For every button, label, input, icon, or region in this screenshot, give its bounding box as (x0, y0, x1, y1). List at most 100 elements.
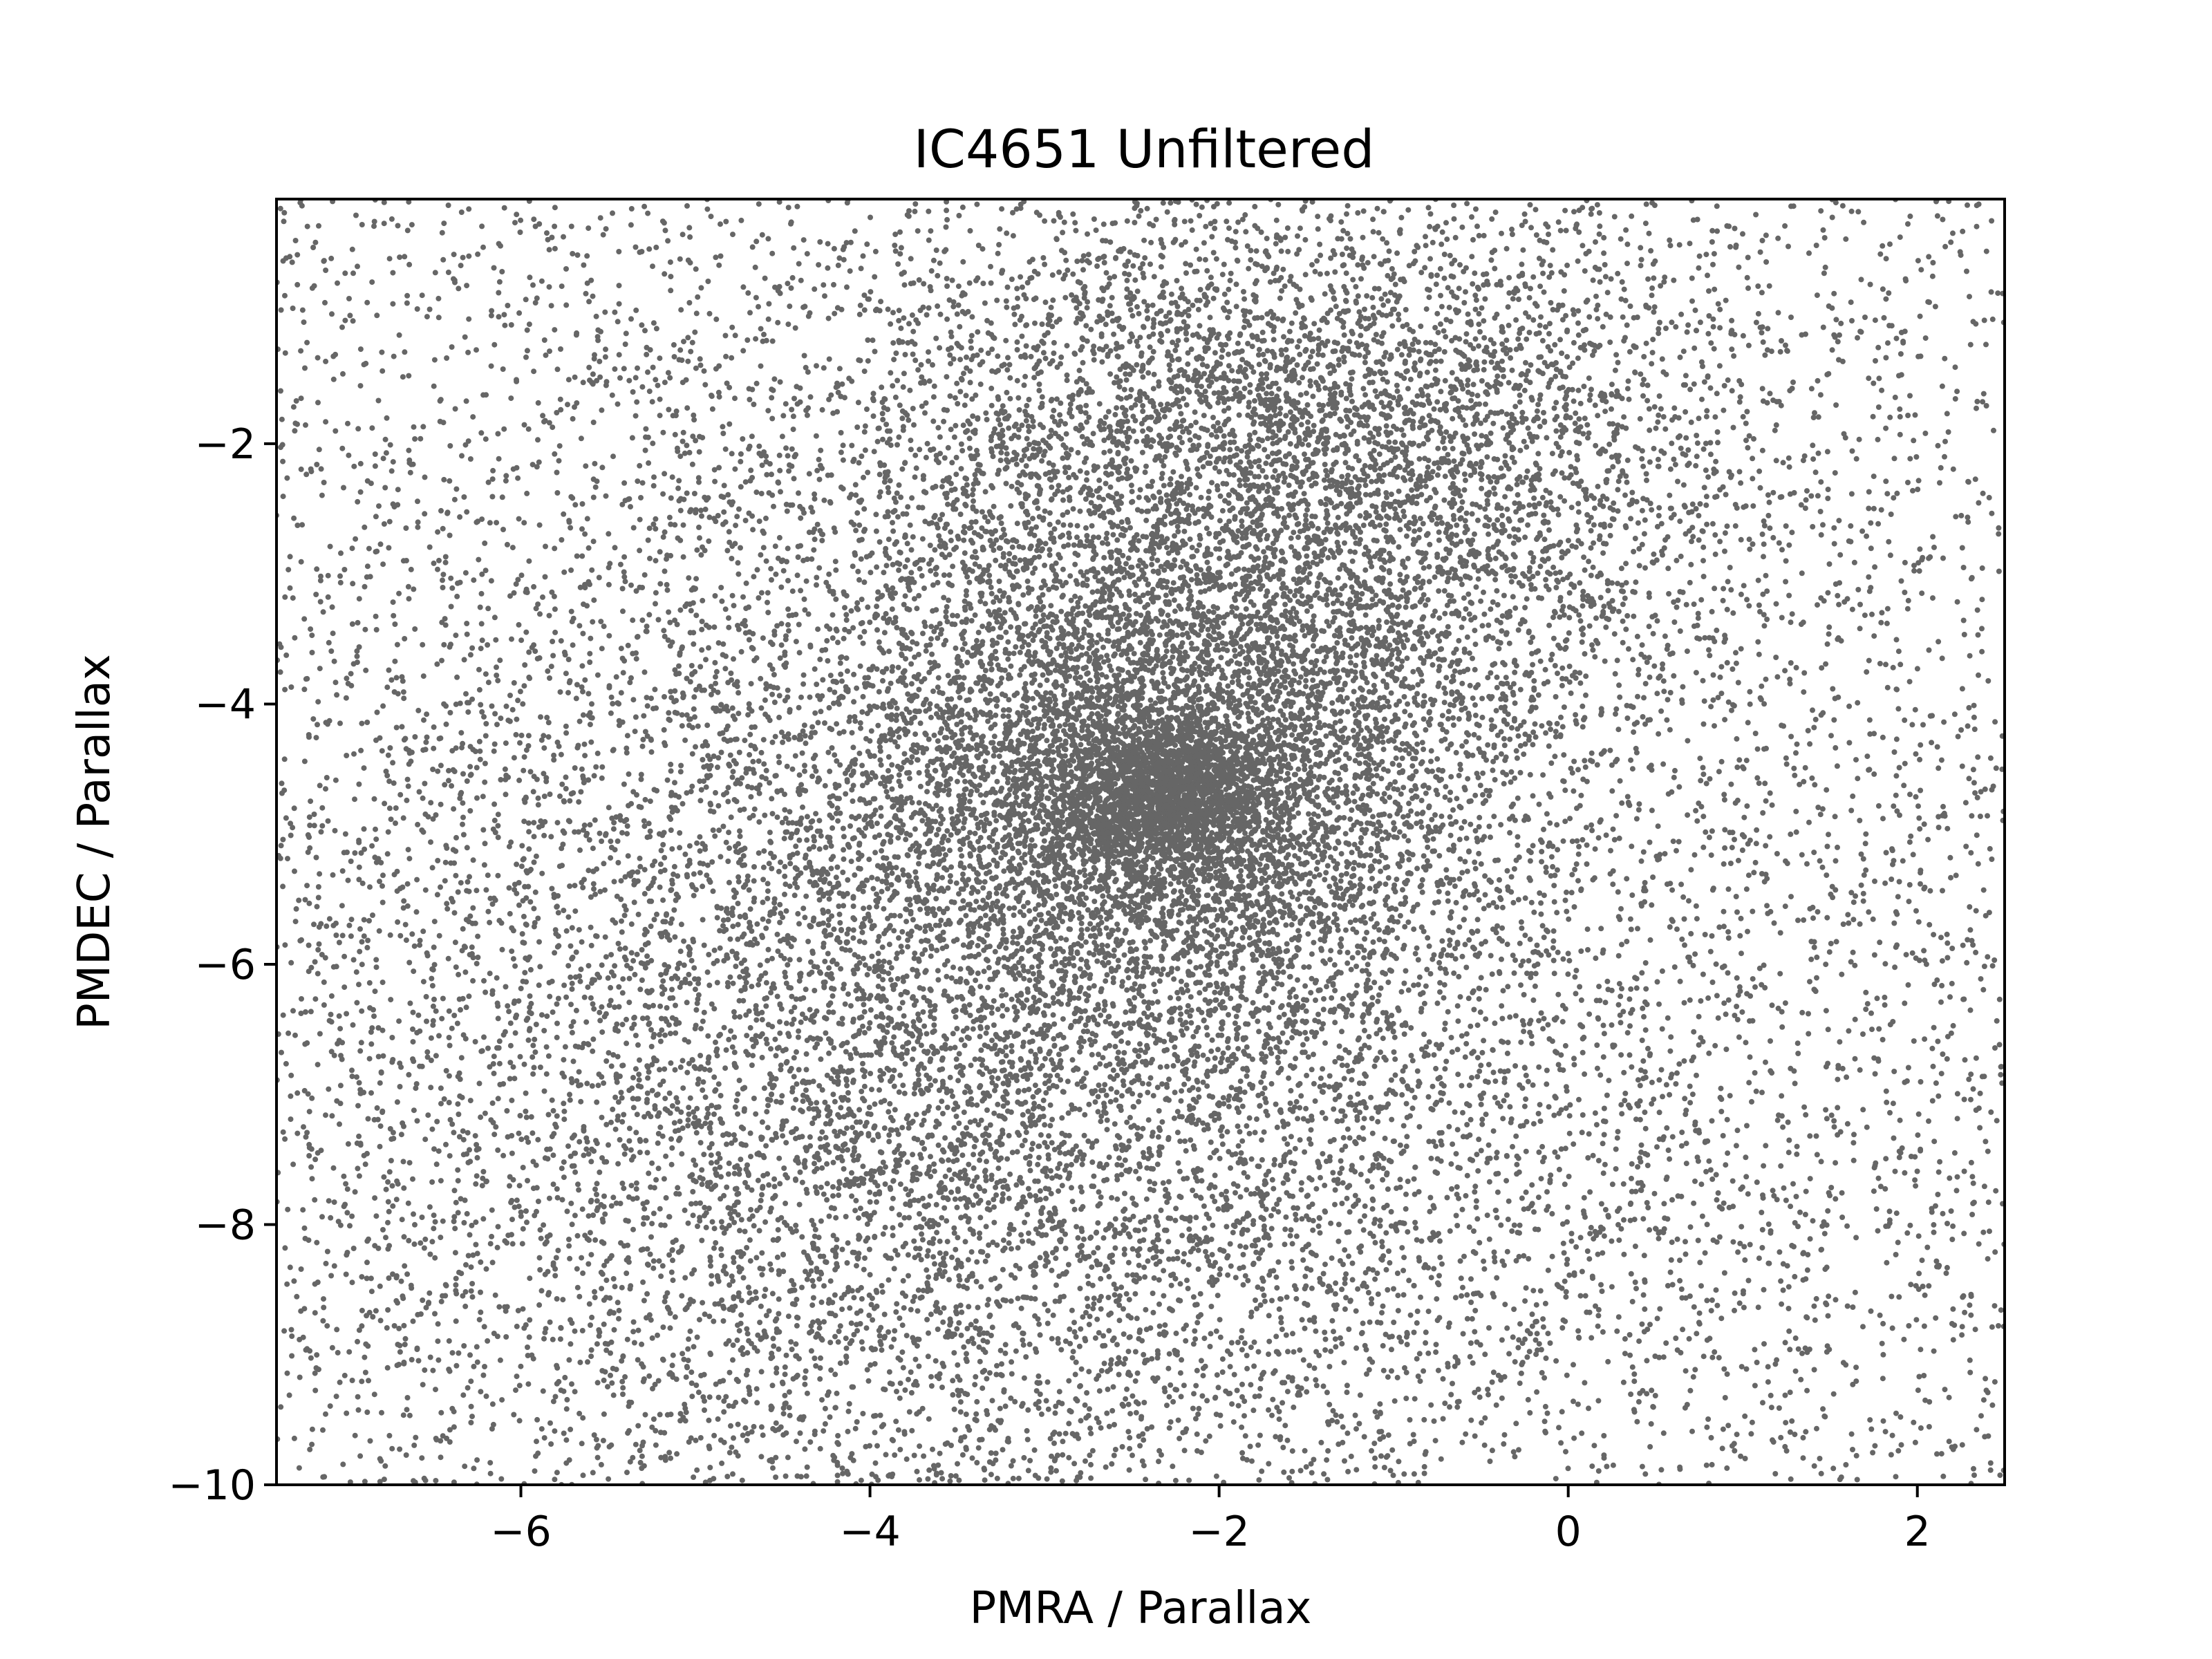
scatter-point (1073, 1334, 1079, 1340)
scatter-point (1826, 832, 1831, 838)
scatter-point (438, 1235, 444, 1241)
scatter-point (1355, 293, 1361, 299)
scatter-point (406, 261, 413, 268)
scatter-point (1839, 203, 1846, 209)
scatter-point (1595, 1158, 1602, 1163)
scatter-point (1600, 1170, 1606, 1177)
scatter-point (837, 920, 843, 926)
scatter-point (1000, 931, 1006, 937)
scatter-point (1622, 492, 1628, 498)
scatter-point (926, 1416, 932, 1422)
scatter-point (1239, 216, 1246, 223)
scatter-point (1535, 1111, 1541, 1116)
scatter-point (474, 1457, 480, 1463)
scatter-point (891, 1067, 897, 1074)
scatter-point (346, 452, 352, 458)
scatter-point (1624, 457, 1631, 463)
scatter-point (838, 966, 844, 972)
scatter-point (779, 1093, 785, 1099)
scatter-point (1421, 1470, 1427, 1477)
scatter-point (1849, 318, 1855, 324)
scatter-point (903, 836, 909, 843)
scatter-point (1058, 1347, 1065, 1353)
scatter-point (1783, 342, 1788, 348)
scatter-point (1627, 1052, 1633, 1058)
scatter-point (1026, 397, 1032, 402)
scatter-point (1265, 565, 1271, 571)
scatter-point (1456, 773, 1462, 778)
scatter-point (1709, 980, 1716, 985)
scatter-point (1781, 1185, 1787, 1191)
scatter-point (1099, 906, 1105, 912)
scatter-point (1463, 1031, 1470, 1037)
scatter-point (1281, 1469, 1287, 1475)
scatter-point (1683, 601, 1689, 608)
scatter-point (1470, 236, 1476, 243)
scatter-point (1123, 1291, 1130, 1297)
scatter-point (756, 201, 762, 207)
scatter-point (1109, 1461, 1115, 1467)
scatter-point (646, 388, 653, 395)
scatter-point (377, 1080, 383, 1086)
scatter-point (1885, 340, 1891, 346)
scatter-point (1872, 1071, 1878, 1077)
scatter-point (924, 312, 930, 318)
scatter-point (1460, 1331, 1466, 1337)
scatter-point (1654, 691, 1660, 697)
scatter-point (973, 1279, 980, 1284)
scatter-point (1339, 1147, 1345, 1153)
scatter-point (732, 466, 738, 472)
scatter-point (684, 1069, 691, 1076)
scatter-point (876, 639, 882, 645)
scatter-point (978, 347, 984, 353)
scatter-point (888, 442, 894, 449)
scatter-point (1468, 1340, 1474, 1346)
scatter-point (1607, 339, 1613, 346)
scatter-point (1853, 1452, 1859, 1459)
scatter-point (660, 491, 666, 497)
scatter-point (441, 1096, 447, 1102)
scatter-point (1057, 1150, 1063, 1156)
scatter-point (778, 1062, 784, 1069)
scatter-point (1322, 1262, 1328, 1268)
scatter-point (1015, 395, 1022, 401)
scatter-point (420, 1382, 426, 1388)
scatter-point (1071, 963, 1077, 968)
scatter-point (685, 1123, 691, 1129)
scatter-point (1125, 975, 1132, 981)
scatter-point (1366, 642, 1372, 648)
scatter-point (284, 1370, 290, 1376)
scatter-point (1410, 1432, 1416, 1438)
scatter-point (1936, 1169, 1942, 1175)
scatter-point (1617, 694, 1623, 700)
scatter-point (713, 1240, 719, 1246)
scatter-point (1934, 977, 1940, 983)
scatter-point (473, 1241, 479, 1248)
scatter-point (1503, 675, 1509, 681)
scatter-point (879, 384, 885, 391)
scatter-point (1206, 972, 1212, 978)
scatter-point (533, 853, 539, 859)
scatter-point (1298, 1180, 1304, 1186)
scatter-point (544, 1013, 550, 1020)
scatter-point (1105, 943, 1111, 949)
scatter-point (399, 1217, 405, 1223)
scatter-point (615, 838, 621, 844)
scatter-point (697, 848, 703, 854)
scatter-point (499, 946, 505, 953)
scatter-point (644, 1090, 650, 1096)
scatter-point (1613, 352, 1620, 358)
scatter-point (671, 863, 677, 870)
scatter-point (1274, 1285, 1280, 1291)
scatter-point (390, 270, 396, 276)
scatter-point (1000, 1191, 1006, 1197)
scatter-point (763, 776, 769, 782)
scatter-point (841, 635, 847, 641)
scatter-point (772, 284, 778, 290)
scatter-point (537, 1065, 543, 1070)
scatter-point (1703, 1169, 1709, 1174)
scatter-point (325, 572, 331, 579)
scatter-point (756, 1228, 762, 1234)
scatter-point (1853, 456, 1859, 462)
scatter-point (1212, 1259, 1219, 1266)
